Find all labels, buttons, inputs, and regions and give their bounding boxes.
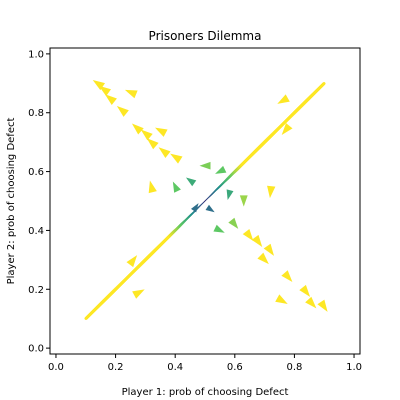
streamlines	[84, 82, 326, 320]
chart-title: Prisoners Dilemma	[149, 29, 262, 43]
